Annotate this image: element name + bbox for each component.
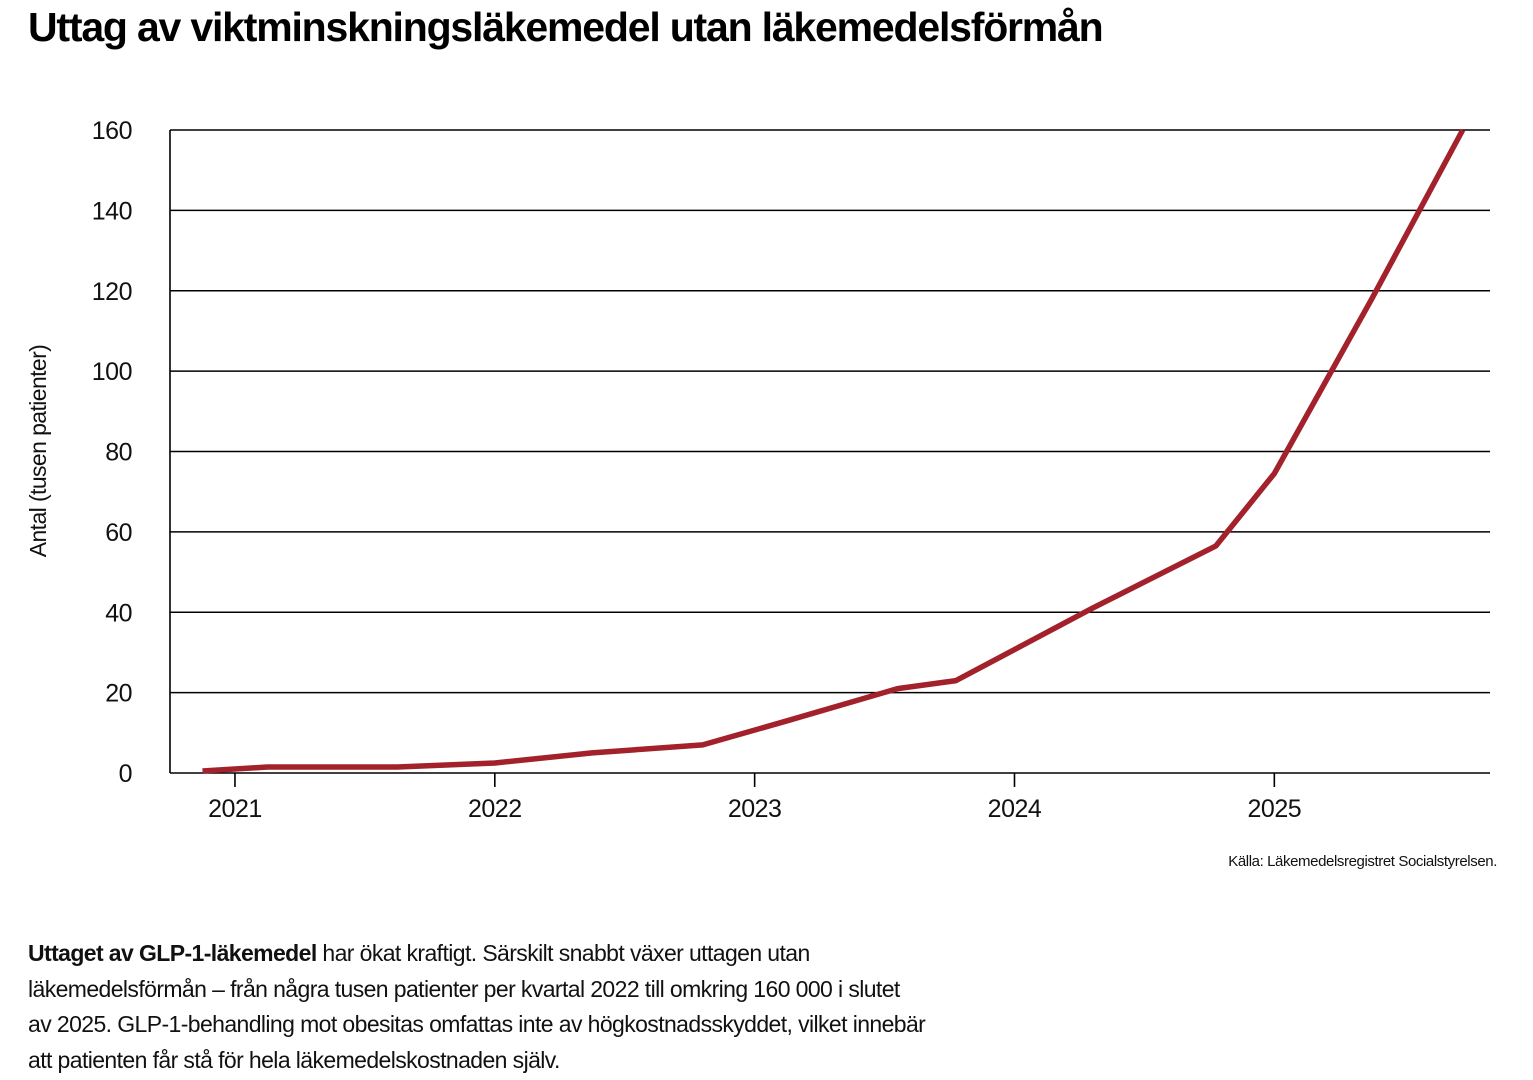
- x-tick-labels: 2021 2022 2023 2024 2025: [208, 795, 1301, 823]
- x-tick-label-2: 2023: [728, 795, 782, 823]
- y-tick-label-6: 120: [92, 278, 132, 306]
- chart-title: Uttag av viktminskningsläkemedel utan lä…: [28, 4, 1104, 50]
- y-tick-label-4: 80: [105, 439, 132, 467]
- y-tick-label-7: 140: [92, 197, 132, 225]
- x-tick-label-3: 2024: [988, 795, 1042, 823]
- series-lines: [202, 128, 1466, 774]
- y-tick-label-8: 160: [92, 117, 132, 145]
- source-note: Källa: Läkemedelsregistret Socialstyrels…: [1228, 853, 1497, 870]
- y-tick-label-3: 60: [105, 519, 132, 547]
- x-tick-label-4: 2025: [1248, 795, 1302, 823]
- axes: [169, 130, 1490, 787]
- y-tick-label-2: 40: [105, 599, 132, 627]
- caption-lead: Uttaget av GLP-1-läkemedel: [28, 940, 317, 966]
- x-tick-label-0: 2021: [208, 795, 262, 823]
- x-tick-label-1: 2022: [468, 795, 522, 823]
- y-tick-label-0: 0: [119, 760, 132, 788]
- y-axis-label: Antal (tusen patienter): [25, 345, 51, 558]
- caption: Uttaget av GLP-1-läkemedel har ökat kraf…: [28, 936, 928, 1078]
- y-tick-label-1: 20: [105, 680, 132, 708]
- series-line-0: [202, 128, 1466, 774]
- caption-body: har ökat kraftigt. Särskilt snabbt växer…: [28, 940, 926, 1073]
- gridlines: [170, 129, 1490, 694]
- y-tick-label-5: 100: [92, 358, 132, 386]
- y-tick-labels: 0 20 40 60 80 100 120 140 160: [92, 117, 133, 788]
